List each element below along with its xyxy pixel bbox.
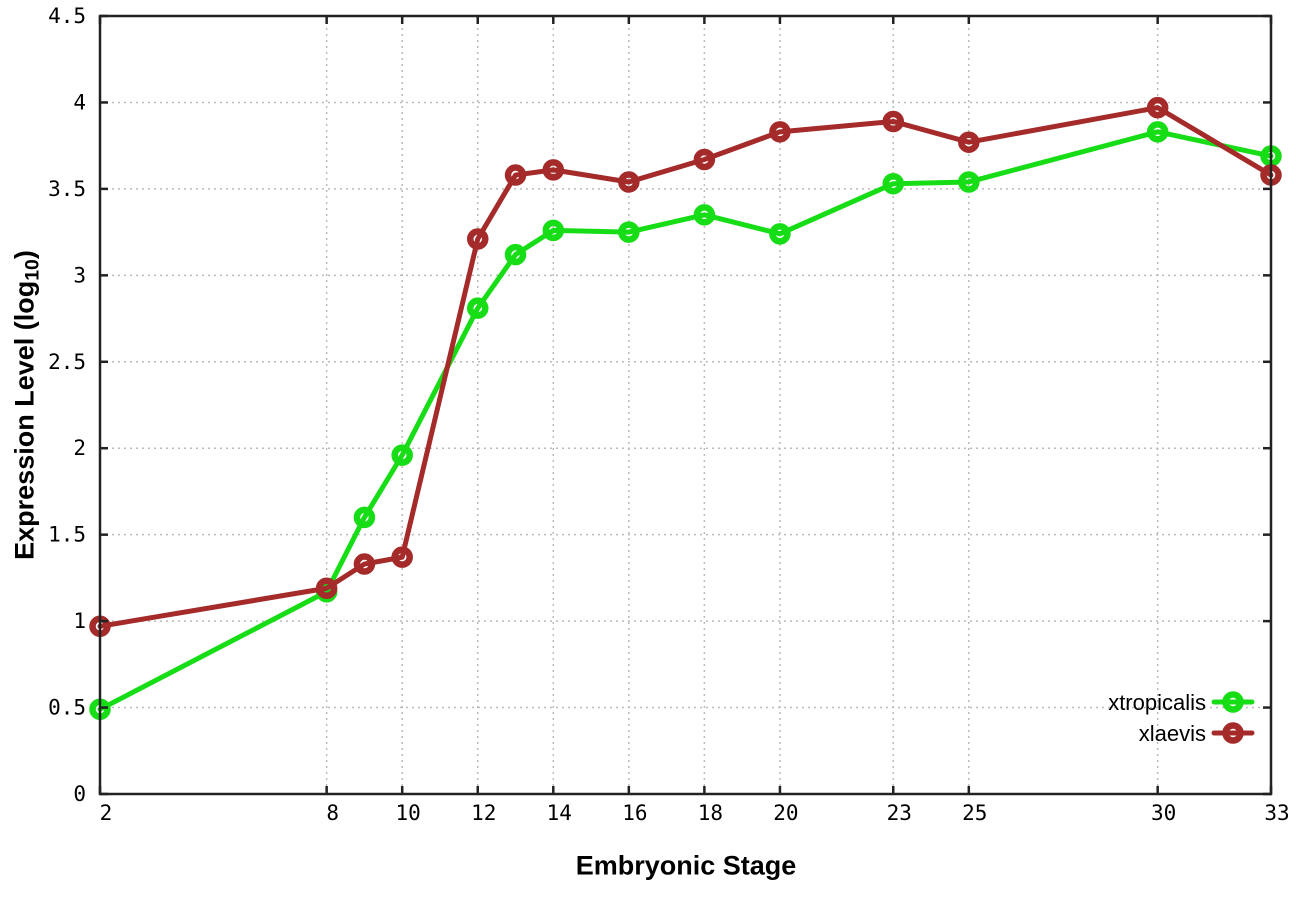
data-point-xtropicalis [391,444,413,466]
data-point-xlaevis [882,110,905,133]
x-tick-label: 30 [1151,801,1176,825]
y-tick-label: 1.5 [48,523,86,547]
y-tick-label: 1 [73,609,86,633]
y-axis-title: Expression Level (log10) [10,250,45,560]
x-tick-label: 18 [698,801,723,825]
series-line-xlaevis [97,105,1274,629]
y-tick-label: 2 [73,436,86,460]
data-point-xlaevis [315,577,338,600]
data-point-xtropicalis [353,506,376,529]
x-axis-title: Embryonic Stage [575,850,797,881]
y-tick-label: 0.5 [48,696,86,720]
data-point-xtropicalis [618,221,640,243]
data-point-xlaevis [542,159,565,181]
grid-lines [100,16,1271,794]
x-tick-label: 12 [471,801,496,825]
series-line-xtropicalis [97,129,1274,712]
data-point-xlaevis [769,121,791,143]
legend-marker-xtropicalis [1222,691,1244,713]
plot-frame [98,14,1273,796]
data-point-xtropicalis [958,171,980,193]
data-point-xlaevis [466,228,489,250]
data-point-xtropicalis [504,243,527,266]
legend: xtropicalis xlaevis [1108,690,1255,746]
plot-border [98,14,1273,796]
y-tick-label: 2.5 [48,350,86,374]
y-tick-label: 0 [73,782,86,806]
data-point-xtropicalis [542,219,565,242]
x-tick-label: 33 [1264,801,1289,825]
legend-label-xtropicalis: xtropicalis [1108,690,1206,715]
y-axis-title-subscript: 10 [21,259,44,281]
x-tick-label: 16 [622,801,647,825]
y-axis-title-close: ) [9,250,40,260]
y-tick-label: 4 [73,90,86,114]
data-series [89,96,1282,721]
data-point-xlaevis [693,148,716,171]
data-point-xtropicalis [769,223,791,245]
y-tick-label: 4.5 [48,4,86,28]
data-point-xlaevis [391,546,413,568]
y-tick-label: 3 [73,263,86,287]
data-point-xlaevis [958,131,980,153]
x-tick-label: 23 [887,801,912,825]
data-point-xlaevis [504,164,527,186]
x-tick-label: 10 [396,801,421,825]
y-axis-title-text: Expression Level (log [9,280,40,560]
data-point-xlaevis [1146,96,1169,119]
data-point-xtropicalis [1146,121,1169,143]
data-point-xlaevis [618,171,640,193]
x-tick-label: 25 [962,801,987,825]
data-point-xtropicalis [882,172,905,195]
y-tick-label: 3.5 [48,177,86,201]
data-point-xtropicalis [693,204,716,226]
legend-label-xlaevis: xlaevis [1139,721,1206,746]
tick-labels: 0 0.5 1 1.5 2 2.5 3 3.5 4 4.5 2 8 10 12 14 16 18 20 23 25 30… [48,4,1290,825]
data-point-xlaevis [353,553,376,575]
x-tick-label: 14 [547,801,572,825]
legend-marker-xlaevis [1222,722,1244,744]
data-point-xtropicalis [466,297,489,319]
x-tick-label: 20 [773,801,798,825]
x-tick-label: 8 [326,801,339,825]
x-tick-label: 2 [100,801,113,825]
